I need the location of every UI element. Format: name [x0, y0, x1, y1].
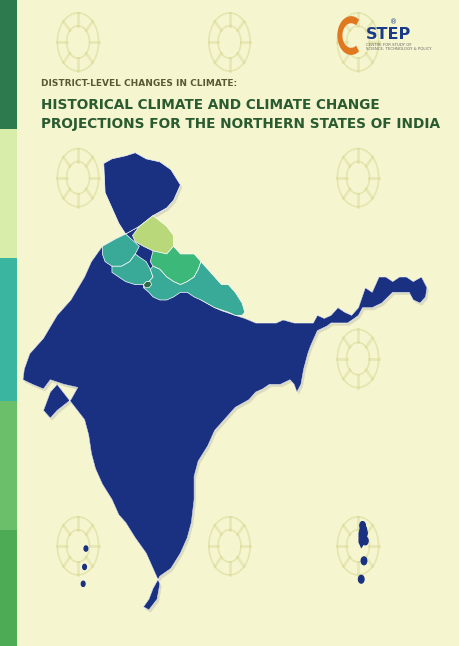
Circle shape — [360, 522, 365, 530]
Polygon shape — [102, 234, 140, 266]
Polygon shape — [133, 216, 174, 254]
Polygon shape — [144, 262, 245, 315]
Circle shape — [81, 581, 85, 587]
Polygon shape — [358, 521, 368, 548]
Polygon shape — [150, 246, 201, 285]
Polygon shape — [337, 16, 359, 55]
Circle shape — [361, 557, 367, 565]
Text: DISTRICT-LEVEL CHANGES IN CLIMATE:: DISTRICT-LEVEL CHANGES IN CLIMATE: — [41, 79, 237, 89]
Text: CENTRE FOR STUDY OF
SCIENCE, TECHNOLOGY & POLICY: CENTRE FOR STUDY OF SCIENCE, TECHNOLOGY … — [366, 43, 431, 52]
Polygon shape — [112, 254, 153, 285]
Bar — [0, 401, 17, 530]
Text: STEP: STEP — [366, 26, 411, 42]
Polygon shape — [23, 152, 427, 610]
Text: HISTORICAL CLIMATE AND CLIMATE CHANGE: HISTORICAL CLIMATE AND CLIMATE CHANGE — [41, 98, 380, 112]
Text: ®: ® — [390, 19, 397, 26]
Bar — [0, 258, 17, 401]
Bar — [0, 129, 17, 258]
Polygon shape — [104, 152, 180, 234]
Bar — [0, 0, 17, 129]
Text: PROJECTIONS FOR THE NORTHERN STATES OF INDIA: PROJECTIONS FOR THE NORTHERN STATES OF I… — [41, 117, 440, 131]
Circle shape — [84, 546, 88, 551]
Circle shape — [83, 565, 86, 570]
Circle shape — [363, 537, 368, 545]
Circle shape — [358, 576, 364, 583]
Polygon shape — [144, 282, 151, 287]
Polygon shape — [23, 152, 427, 610]
Bar — [0, 530, 17, 646]
Polygon shape — [25, 155, 429, 612]
